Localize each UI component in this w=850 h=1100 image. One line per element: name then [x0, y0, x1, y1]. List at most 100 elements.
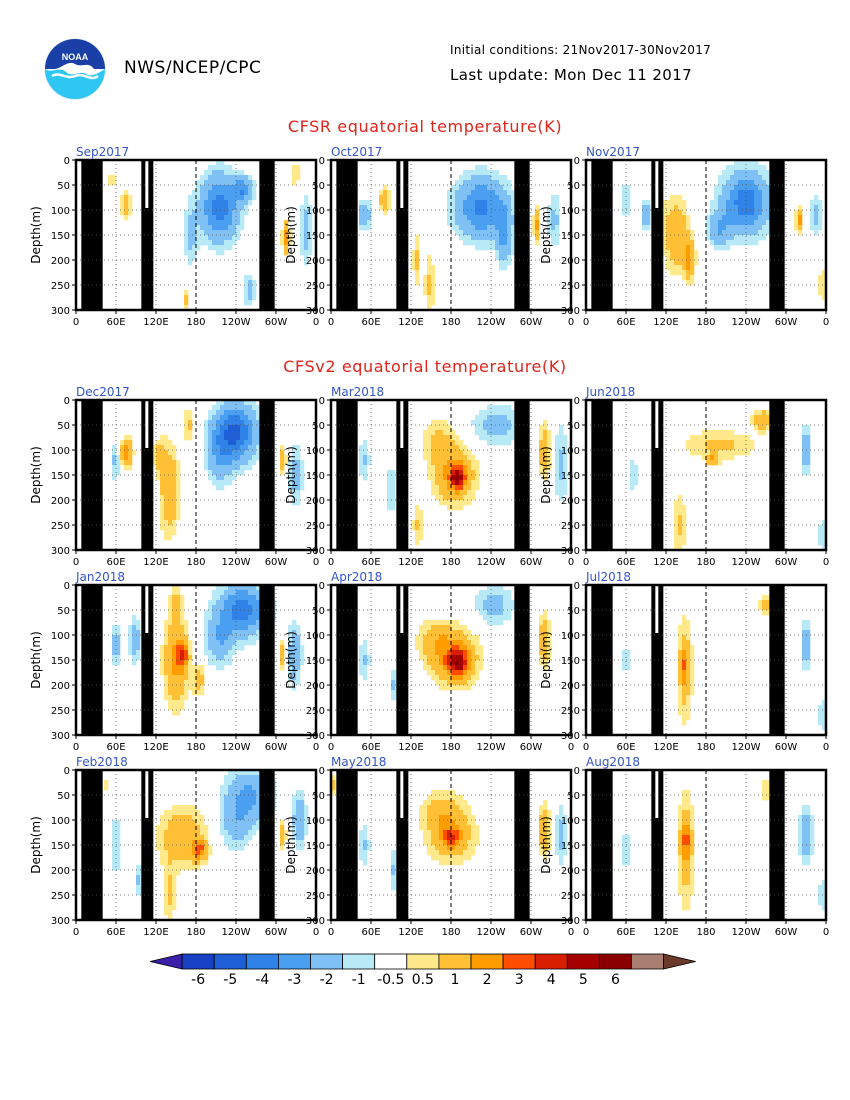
heatmap-cell	[710, 200, 715, 206]
heatmap-cell	[176, 810, 181, 816]
heatmap-cell	[447, 660, 452, 666]
heatmap-cell	[200, 685, 205, 691]
heatmap-cell	[200, 820, 205, 826]
heatmap-cell	[818, 540, 823, 546]
heatmap-cell	[686, 655, 691, 661]
heatmap-cell	[240, 215, 245, 221]
heatmap-cell	[690, 280, 695, 286]
heatmap-cell	[212, 195, 217, 201]
heatmap-cell	[475, 425, 480, 431]
heatmap-cell	[682, 525, 687, 531]
heatmap-cell	[559, 435, 564, 441]
heatmap-cell	[746, 170, 751, 176]
heatmap-cell	[682, 630, 687, 636]
heatmap-cell	[359, 660, 364, 666]
heatmap-cell	[423, 660, 428, 666]
heatmap-cell	[646, 215, 651, 221]
heatmap-cell	[236, 170, 241, 176]
x-tick-label: 120E	[143, 317, 168, 328]
heatmap-cell	[758, 220, 763, 226]
heatmap-cell	[423, 835, 428, 841]
heatmap-cell	[196, 220, 201, 226]
heatmap-cell	[228, 660, 233, 666]
heatmap-cell	[244, 815, 249, 821]
heatmap-cell	[220, 610, 225, 616]
heatmap-cell	[240, 195, 245, 201]
heatmap-cell	[455, 205, 460, 211]
heatmap-cell	[459, 850, 464, 856]
heatmap-cell	[455, 860, 460, 866]
heatmap-cell	[184, 210, 189, 216]
heatmap-cell	[483, 245, 488, 251]
heatmap-cell	[682, 645, 687, 651]
heatmap-cell	[798, 815, 803, 821]
heatmap-cell	[467, 195, 472, 201]
heatmap-cell	[431, 300, 436, 306]
heatmap-cell	[443, 445, 448, 451]
colorbar-box	[213, 953, 247, 970]
heatmap-cell	[435, 445, 440, 451]
heatmap-cell	[216, 245, 221, 251]
heatmap-cell	[543, 430, 548, 436]
x-tick-label: 120E	[398, 927, 423, 938]
x-tick-label: 0	[328, 927, 334, 938]
land-mask	[514, 400, 530, 550]
heatmap-cell	[455, 440, 460, 446]
heatmap-cell	[172, 875, 177, 881]
heatmap-cell	[296, 470, 301, 476]
heatmap-cell	[467, 185, 472, 191]
heatmap-cell	[738, 225, 743, 231]
heatmap-cell	[491, 620, 496, 626]
heatmap-cell	[471, 240, 476, 246]
heatmap-cell	[674, 545, 679, 551]
heatmap-cell	[232, 820, 237, 826]
heatmap-cell	[288, 240, 293, 246]
heatmap-cell	[423, 800, 428, 806]
heatmap-cell	[216, 595, 221, 601]
heatmap-cell	[487, 605, 492, 611]
heatmap-cell	[479, 595, 484, 601]
heatmap-cell	[240, 625, 245, 631]
heatmap-cell	[256, 810, 261, 816]
heatmap-cell	[164, 830, 169, 836]
heatmap-cell	[224, 800, 229, 806]
heatmap-cell	[128, 435, 133, 441]
heatmap-cell	[666, 230, 671, 236]
heatmap-cell	[662, 205, 667, 211]
heatmap-cell	[132, 620, 137, 626]
heatmap-cell	[455, 795, 460, 801]
heatmap-cell	[678, 865, 683, 871]
heatmap-cell	[427, 300, 432, 306]
heatmap-cell	[503, 260, 508, 266]
heatmap-cell	[256, 820, 261, 826]
heatmap-cell	[116, 630, 121, 636]
heatmap-cell	[208, 190, 213, 196]
heatmap-cell	[212, 185, 217, 191]
heatmap-cell	[427, 840, 432, 846]
heatmap-cell	[539, 620, 544, 626]
heatmap-cell	[551, 235, 556, 241]
heatmap-cell	[284, 245, 289, 251]
heatmap-cell	[300, 840, 305, 846]
heatmap-cell	[296, 490, 301, 496]
heatmap-cell	[228, 410, 233, 416]
heatmap-cell	[419, 510, 424, 516]
heatmap-cell	[447, 625, 452, 631]
heatmap-cell	[559, 490, 564, 496]
x-tick-label: 60E	[106, 742, 125, 753]
heatmap-cell	[686, 635, 691, 641]
heatmap-cell	[168, 625, 173, 631]
heatmap-cell	[160, 860, 165, 866]
heatmap-cell	[304, 815, 309, 821]
heatmap-cell	[511, 240, 516, 246]
heatmap-cell	[802, 470, 807, 476]
heatmap-cell	[463, 815, 468, 821]
heatmap-cell	[686, 795, 691, 801]
heatmap-cell	[674, 220, 679, 226]
heatmap-cell	[734, 220, 739, 226]
y-tick-label: 150	[561, 471, 580, 482]
heatmap-cell	[292, 450, 297, 456]
heatmap-cell	[754, 210, 759, 216]
heatmap-cell	[455, 840, 460, 846]
